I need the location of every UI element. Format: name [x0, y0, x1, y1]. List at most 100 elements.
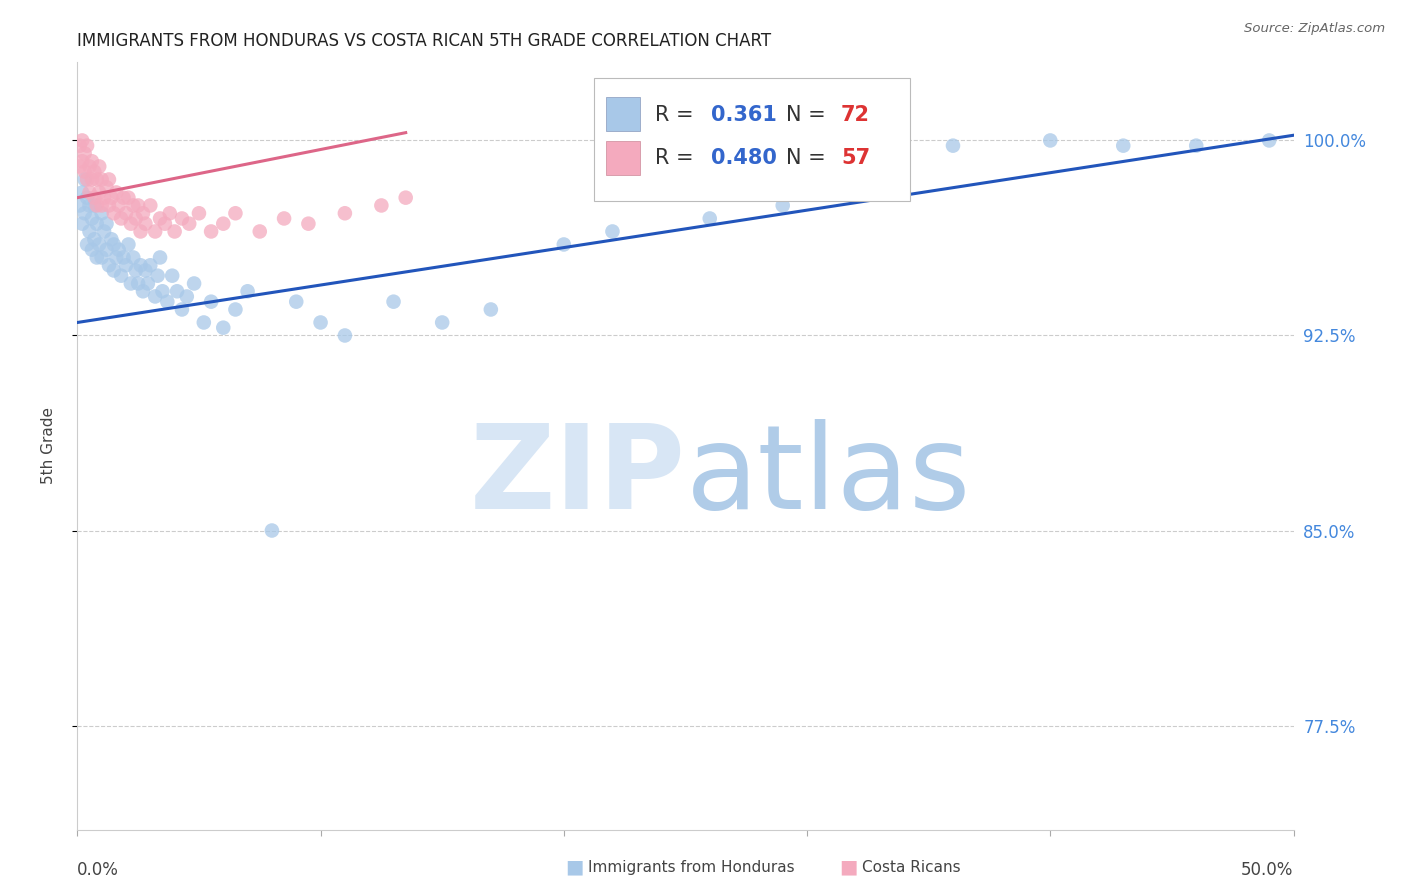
Point: [170, 302, 193, 317]
Point: [149, 251, 172, 265]
Point: [115, 206, 138, 220]
Point: [176, 289, 198, 303]
Point: [112, 191, 135, 205]
Point: [156, 294, 179, 309]
Point: [69, 138, 91, 153]
Point: [122, 251, 145, 265]
Point: [70, 186, 93, 200]
Point: [103, 237, 125, 252]
Point: [103, 263, 125, 277]
Point: [333, 206, 356, 220]
Text: ZIP: ZIP: [470, 419, 686, 534]
Point: [1039, 133, 1062, 147]
Point: [430, 316, 453, 330]
Text: Costa Ricans: Costa Ricans: [862, 860, 960, 874]
Point: [132, 206, 155, 220]
Point: [80, 172, 103, 186]
Point: [553, 237, 575, 252]
Point: [129, 258, 152, 272]
Point: [90, 251, 112, 265]
Point: [136, 277, 159, 291]
Point: [260, 524, 283, 538]
Point: [93, 224, 115, 238]
Point: [153, 217, 176, 231]
Point: [170, 211, 193, 226]
Point: [479, 302, 502, 317]
Point: [212, 217, 235, 231]
Point: [395, 191, 418, 205]
FancyBboxPatch shape: [595, 78, 911, 201]
Point: [93, 191, 115, 205]
Point: [80, 154, 103, 169]
Point: [83, 191, 105, 205]
Point: [143, 289, 166, 303]
Point: [224, 206, 246, 220]
Text: 57: 57: [841, 148, 870, 169]
Point: [76, 138, 98, 153]
Text: 0.480: 0.480: [711, 148, 778, 169]
Point: [942, 138, 965, 153]
Text: 72: 72: [841, 104, 870, 125]
Point: [1185, 138, 1208, 153]
Point: [115, 258, 138, 272]
Point: [309, 316, 332, 330]
Point: [73, 146, 96, 161]
Point: [127, 277, 149, 291]
Point: [129, 224, 152, 238]
Point: [79, 186, 101, 200]
Point: [76, 172, 98, 186]
Text: 50.0%: 50.0%: [1241, 861, 1294, 879]
Point: [70, 154, 93, 169]
Point: [83, 164, 105, 178]
Point: [86, 251, 108, 265]
Point: [76, 237, 98, 252]
Text: 0.361: 0.361: [711, 104, 778, 125]
Point: [103, 206, 125, 220]
Point: [143, 224, 166, 238]
Point: [105, 186, 128, 200]
Point: [149, 211, 172, 226]
Text: IMMIGRANTS FROM HONDURAS VS COSTA RICAN 5TH GRADE CORRELATION CHART: IMMIGRANTS FROM HONDURAS VS COSTA RICAN …: [77, 32, 772, 50]
Point: [80, 211, 103, 226]
Text: N =: N =: [786, 148, 832, 169]
Point: [117, 191, 139, 205]
Point: [772, 198, 794, 212]
Point: [73, 172, 96, 186]
Point: [249, 224, 271, 238]
Point: [166, 285, 188, 299]
Point: [79, 198, 101, 212]
Point: [89, 237, 111, 252]
Point: [90, 206, 112, 220]
Point: [120, 217, 142, 231]
Point: [117, 237, 139, 252]
Text: 0.0%: 0.0%: [77, 861, 120, 879]
Text: ■: ■: [839, 857, 858, 877]
Point: [132, 285, 155, 299]
Point: [183, 277, 205, 291]
Text: R =: R =: [655, 104, 700, 125]
Point: [69, 160, 91, 174]
Point: [110, 211, 132, 226]
Point: [120, 277, 142, 291]
Point: [90, 198, 112, 212]
Point: [110, 268, 132, 283]
Point: [159, 206, 181, 220]
Point: [273, 211, 295, 226]
Point: [139, 258, 162, 272]
Text: R =: R =: [655, 148, 700, 169]
Point: [97, 258, 120, 272]
Point: [224, 302, 246, 317]
Point: [160, 268, 183, 283]
Point: [79, 224, 101, 238]
Bar: [606, 97, 640, 131]
Text: atlas: atlas: [686, 419, 970, 534]
Point: [200, 224, 222, 238]
Text: ■: ■: [565, 857, 583, 877]
Point: [125, 263, 148, 277]
Point: [370, 198, 392, 212]
Point: [79, 160, 101, 174]
Point: [125, 211, 148, 226]
Point: [152, 285, 174, 299]
Point: [127, 198, 149, 212]
Point: [69, 198, 91, 212]
